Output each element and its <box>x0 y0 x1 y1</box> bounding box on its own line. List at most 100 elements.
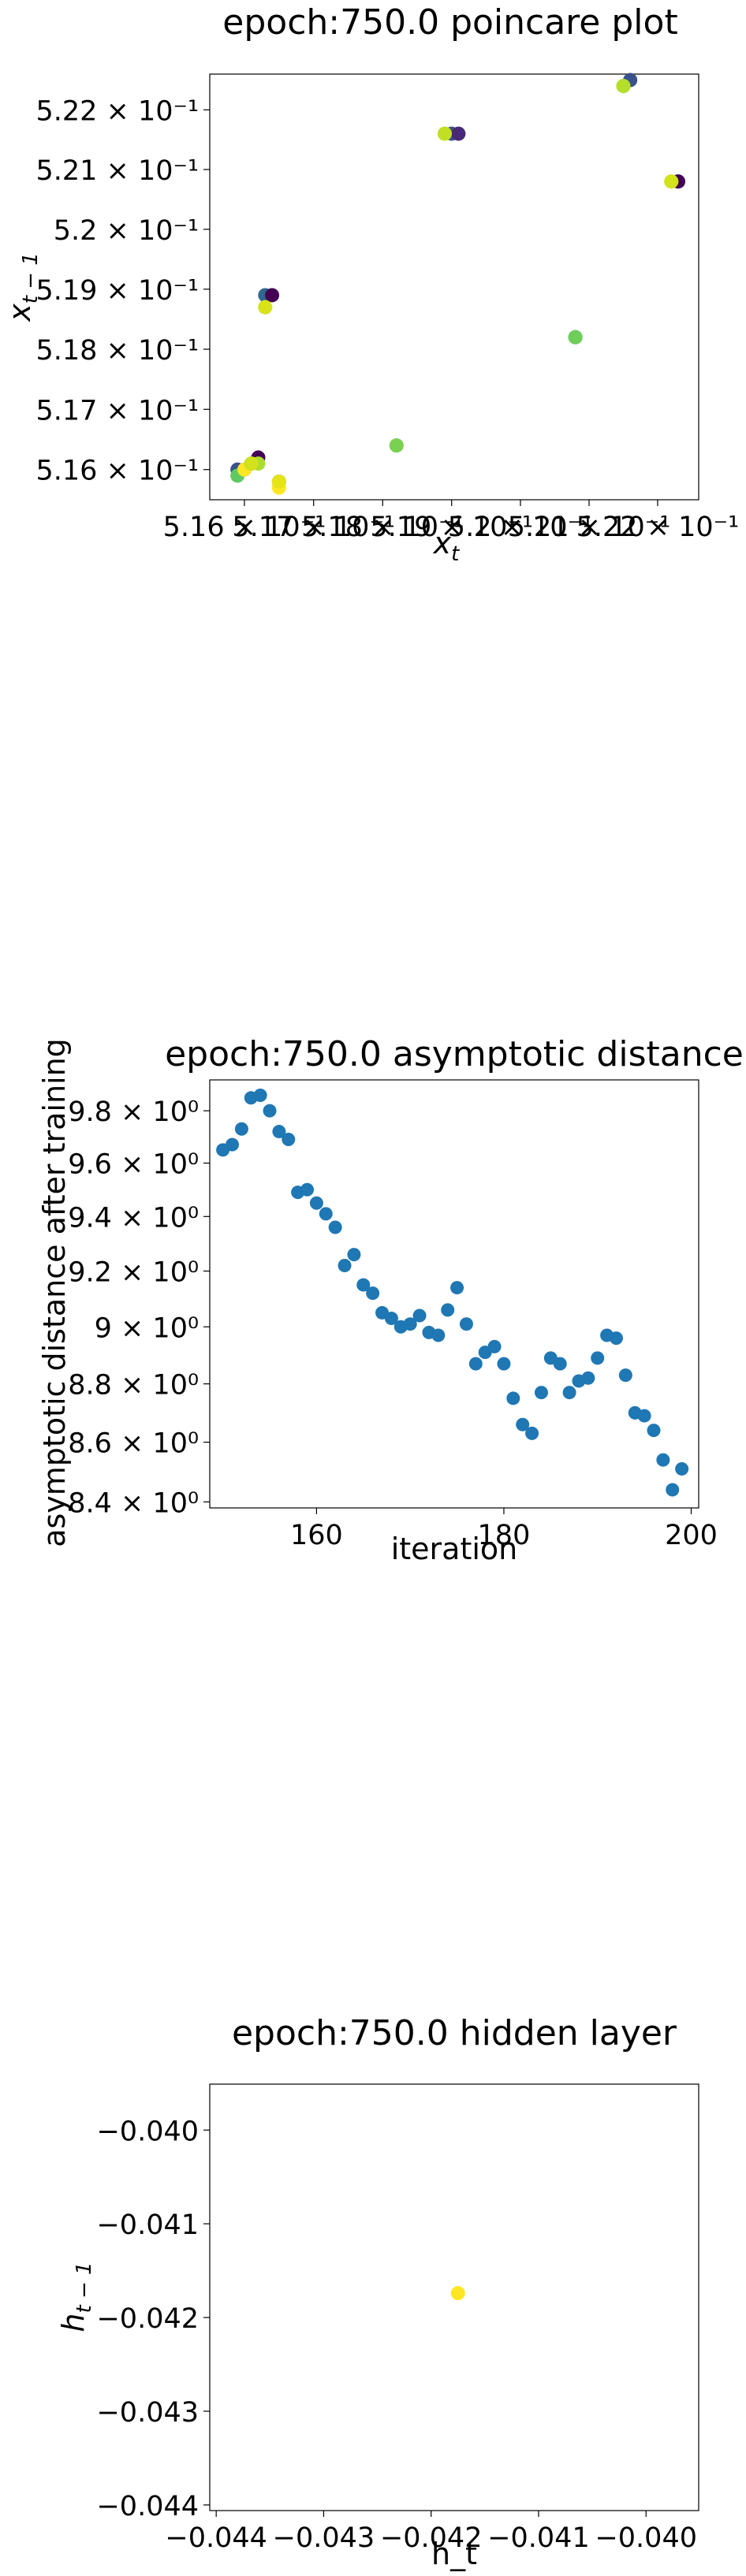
poincare-y-tick-label: 5.16 × 10⁻¹ <box>35 456 199 487</box>
hidden-layer-chart: epoch:750.0 hidden layer −0.044−0.043−0.… <box>56 2013 699 2571</box>
poincare-point <box>568 329 583 344</box>
hidden-layer-y-label: ht − 1 <box>56 2261 96 2332</box>
hidden-x-tick-label: −0.042 <box>380 2522 483 2554</box>
poincare-point <box>258 300 273 315</box>
poincare-point <box>664 174 679 189</box>
asymptotic-point <box>516 1417 530 1431</box>
asymptotic-distance-frame <box>209 1079 699 1509</box>
asymptotic-point <box>356 1278 371 1292</box>
asymptotic-distance-title: epoch:750.0 asymptotic distance <box>165 1034 744 1074</box>
asymptotic-point <box>384 1312 398 1326</box>
asymptotic-distance-y-ticks: 8.4 × 10⁰ 8.6 × 10⁰ 8.8 × 10⁰ 9 × 10⁰ 9.2 × … <box>68 1096 210 1519</box>
asymptotic-x-tick-label: 180 <box>478 1520 531 1551</box>
poincare-x-tick-label: 5.2 × 10⁻¹ <box>448 512 593 543</box>
asymptotic-point <box>272 1125 286 1139</box>
asymptotic-distance-x-label: iteration <box>391 1532 518 1566</box>
asymptotic-y-tick-label: 9.6 × 10⁰ <box>68 1149 199 1181</box>
poincare-point <box>451 126 466 141</box>
asymptotic-point <box>581 1371 595 1385</box>
hidden-x-tick-label: −0.043 <box>273 2522 375 2554</box>
poincare-x-tick-label: 5.17 × 10⁻¹ <box>232 512 395 543</box>
hidden-y-tick-label: −0.044 <box>96 2491 199 2522</box>
hidden-layer-points <box>450 2286 465 2301</box>
asymptotic-distance-y-label: asymptotic distance after training <box>37 1038 72 1547</box>
asymptotic-point <box>347 1248 361 1262</box>
asymptotic-point <box>263 1104 277 1118</box>
asymptotic-point <box>618 1368 632 1383</box>
hidden-x-tick-label: −0.044 <box>165 2522 267 2554</box>
asymptotic-point <box>497 1357 511 1371</box>
asymptotic-point <box>637 1409 651 1423</box>
asymptotic-point <box>553 1357 567 1371</box>
asymptotic-y-tick-label: 9 × 10⁰ <box>95 1312 199 1344</box>
poincare-plot-x-ticks: 5.16 × 10⁻¹5.17 × 10⁻¹5.18 × 10⁻¹5.19 × … <box>163 500 740 543</box>
asymptotic-y-tick-label: 9.8 × 10⁰ <box>68 1096 199 1128</box>
poincare-point <box>265 288 280 303</box>
asymptotic-point <box>441 1303 455 1317</box>
asymptotic-point <box>609 1331 623 1346</box>
poincare-plot-chart: epoch:750.0 poincare plot 5.16 × 10⁻¹5.1… <box>2 2 739 566</box>
poincare-y-tick-label: 5.18 × 10⁻¹ <box>35 335 199 367</box>
poincare-x-tick-label: 5.18 × 10⁻¹ <box>301 512 464 543</box>
asymptotic-point <box>234 1122 248 1136</box>
poincare-point <box>437 126 452 141</box>
hidden-y-tick-label: −0.043 <box>96 2397 199 2429</box>
asymptotic-point <box>403 1317 417 1331</box>
asymptotic-y-tick-label: 9.2 × 10⁰ <box>68 1257 199 1289</box>
asymptotic-point <box>666 1483 680 1497</box>
hidden-layer-frame <box>209 2083 699 2511</box>
poincare-plot-frame <box>209 73 699 501</box>
poincare-y-tick-label: 5.22 × 10⁻¹ <box>35 95 199 127</box>
asymptotic-y-tick-label: 8.8 × 10⁰ <box>68 1370 199 1402</box>
asymptotic-point <box>525 1426 539 1440</box>
asymptotic-point <box>309 1196 323 1210</box>
asymptotic-distance-x-ticks: 160 180 200 <box>290 1508 718 1551</box>
asymptotic-point <box>459 1317 473 1331</box>
asymptotic-x-tick-label: 200 <box>665 1520 718 1551</box>
hidden-layer-point <box>450 2286 465 2301</box>
asymptotic-point <box>487 1339 502 1353</box>
poincare-x-tick-label: 5.22 × 10⁻¹ <box>576 512 740 543</box>
poincare-y-tick-label: 5.2 × 10⁻¹ <box>54 215 199 247</box>
hidden-x-tick-label: −0.041 <box>487 2522 590 2554</box>
asymptotic-distance-chart: epoch:750.0 asymptotic distance 8.4 × 10… <box>37 1034 744 1566</box>
asymptotic-point <box>412 1308 427 1323</box>
asymptotic-point <box>450 1281 464 1295</box>
hidden-layer-y-ticks: −0.044 −0.043 −0.042 −0.041 −0.040 <box>96 2116 210 2522</box>
poincare-plot-points <box>230 73 685 495</box>
asymptotic-point <box>328 1220 342 1234</box>
asymptotic-point <box>534 1386 548 1400</box>
asymptotic-point <box>562 1386 576 1400</box>
asymptotic-point <box>431 1328 446 1342</box>
asymptotic-point <box>319 1207 333 1221</box>
asymptotic-point <box>338 1259 352 1273</box>
poincare-x-tick-label: 5.19 × 10⁻¹ <box>370 512 533 543</box>
asymptotic-point <box>282 1133 296 1147</box>
asymptotic-y-tick-label: 9.4 × 10⁰ <box>68 1202 199 1234</box>
poincare-x-tick-label: 5.21 × 10⁻¹ <box>508 512 671 543</box>
hidden-y-tick-label: −0.041 <box>96 2209 199 2241</box>
poincare-y-tick-label: 5.21 × 10⁻¹ <box>35 155 199 187</box>
poincare-point <box>271 475 286 490</box>
asymptotic-point <box>366 1286 380 1301</box>
poincare-plot-y-label: xt − 1 <box>2 252 43 322</box>
asymptotic-x-tick-label: 160 <box>290 1520 343 1551</box>
asymptotic-point <box>675 1461 689 1476</box>
hidden-x-tick-label: −0.040 <box>595 2522 697 2554</box>
hidden-layer-x-ticks: −0.044 −0.043 −0.042 −0.041 −0.040 <box>165 2511 697 2554</box>
poincare-plot-x-label: xt <box>433 526 461 566</box>
asymptotic-point <box>647 1424 661 1438</box>
hidden-y-tick-label: −0.040 <box>96 2116 199 2147</box>
poincare-plot-title: epoch:750.0 poincare plot <box>222 2 677 43</box>
asymptotic-distance-points <box>216 1089 689 1497</box>
asymptotic-point <box>656 1453 670 1467</box>
asymptotic-y-tick-label: 8.4 × 10⁰ <box>68 1487 199 1519</box>
asymptotic-point <box>468 1357 483 1371</box>
poincare-y-tick-label: 5.19 × 10⁻¹ <box>35 275 199 307</box>
hidden-layer-title: epoch:750.0 hidden layer <box>232 2013 677 2053</box>
poincare-x-tick-label: 5.16 × 10⁻¹ <box>163 512 326 543</box>
asymptotic-point <box>226 1137 240 1152</box>
poincare-point <box>616 79 631 94</box>
poincare-plot-y-ticks: 5.16 × 10⁻¹ 5.17 × 10⁻¹ 5.18 × 10⁻¹ 5.19 × … <box>35 95 210 487</box>
